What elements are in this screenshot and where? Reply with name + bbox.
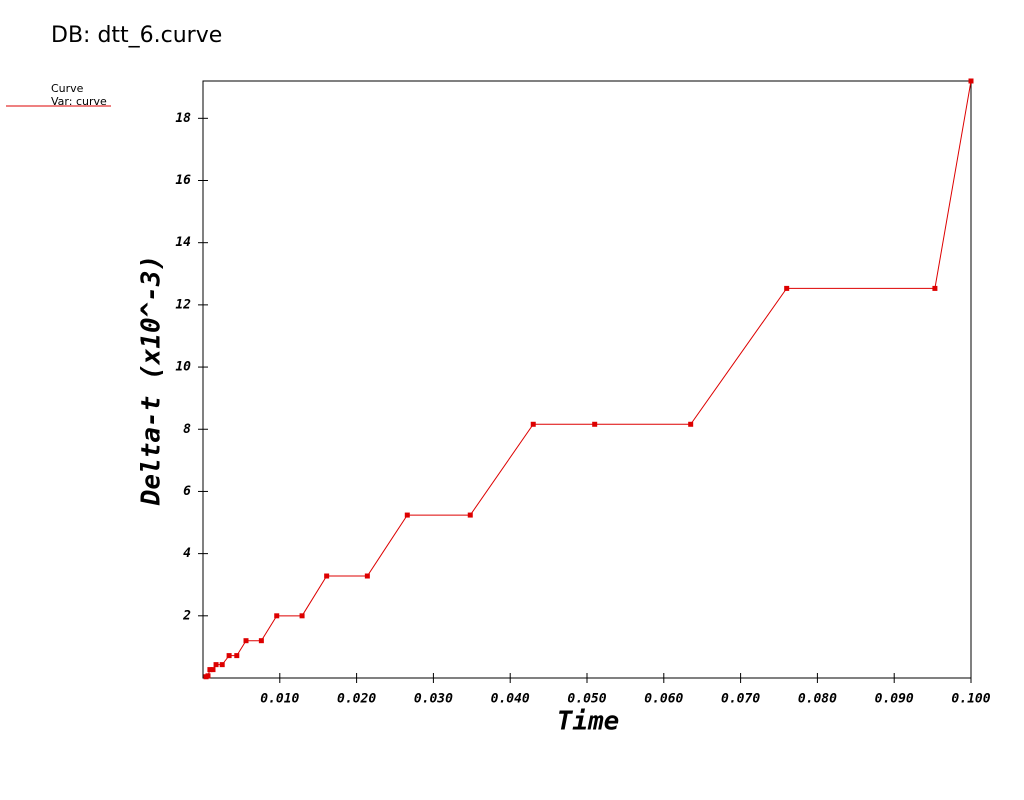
x-tick-label: 0.010 [260,692,299,707]
data-point [274,613,280,619]
y-tick-label: 4 [183,546,191,561]
y-tick-label: 18 [175,111,191,126]
x-axis-title: Time [557,707,620,737]
y-tick-label: 14 [175,235,191,250]
data-point [530,421,536,427]
data-point [205,673,211,679]
x-tick-label: 0.060 [644,692,683,707]
y-tick-label: 6 [183,484,191,499]
data-point [243,638,249,644]
data-point [404,512,410,518]
y-tick-label: 12 [175,297,191,312]
data-point [213,662,219,668]
y-tick-label: 16 [175,173,191,188]
legend-label: Var: curve [51,95,107,108]
y-tick-label: 8 [183,422,191,437]
x-tick-label: 0.090 [875,692,914,707]
x-tick-label: 0.040 [491,692,530,707]
data-point [592,421,598,427]
x-tick-label: 0.080 [798,692,837,707]
y-tick-label: 2 [182,608,191,623]
data-point [219,662,225,668]
data-point [932,285,938,291]
data-point [234,653,240,659]
data-point [299,613,305,619]
legend-title: Curve [51,82,84,95]
data-point [324,573,330,579]
data-point [258,638,264,644]
data-point [784,285,790,291]
data-point [226,653,232,659]
data-point [688,421,694,427]
x-tick-label: 0.050 [567,692,606,707]
x-tick-label: 0.100 [951,692,990,707]
chart-title: DB: dtt_6.curve [51,23,222,48]
data-point [207,667,213,673]
x-tick-label: 0.030 [414,692,453,707]
x-tick-label: 0.020 [337,692,376,707]
y-tick-label: 10 [175,360,191,375]
data-point [467,512,473,518]
data-point [968,78,974,84]
data-point [364,573,370,579]
data-point [210,667,216,673]
y-axis-title: Delta-t (x10^-3) [137,255,167,506]
x-tick-label: 0.070 [721,692,760,707]
